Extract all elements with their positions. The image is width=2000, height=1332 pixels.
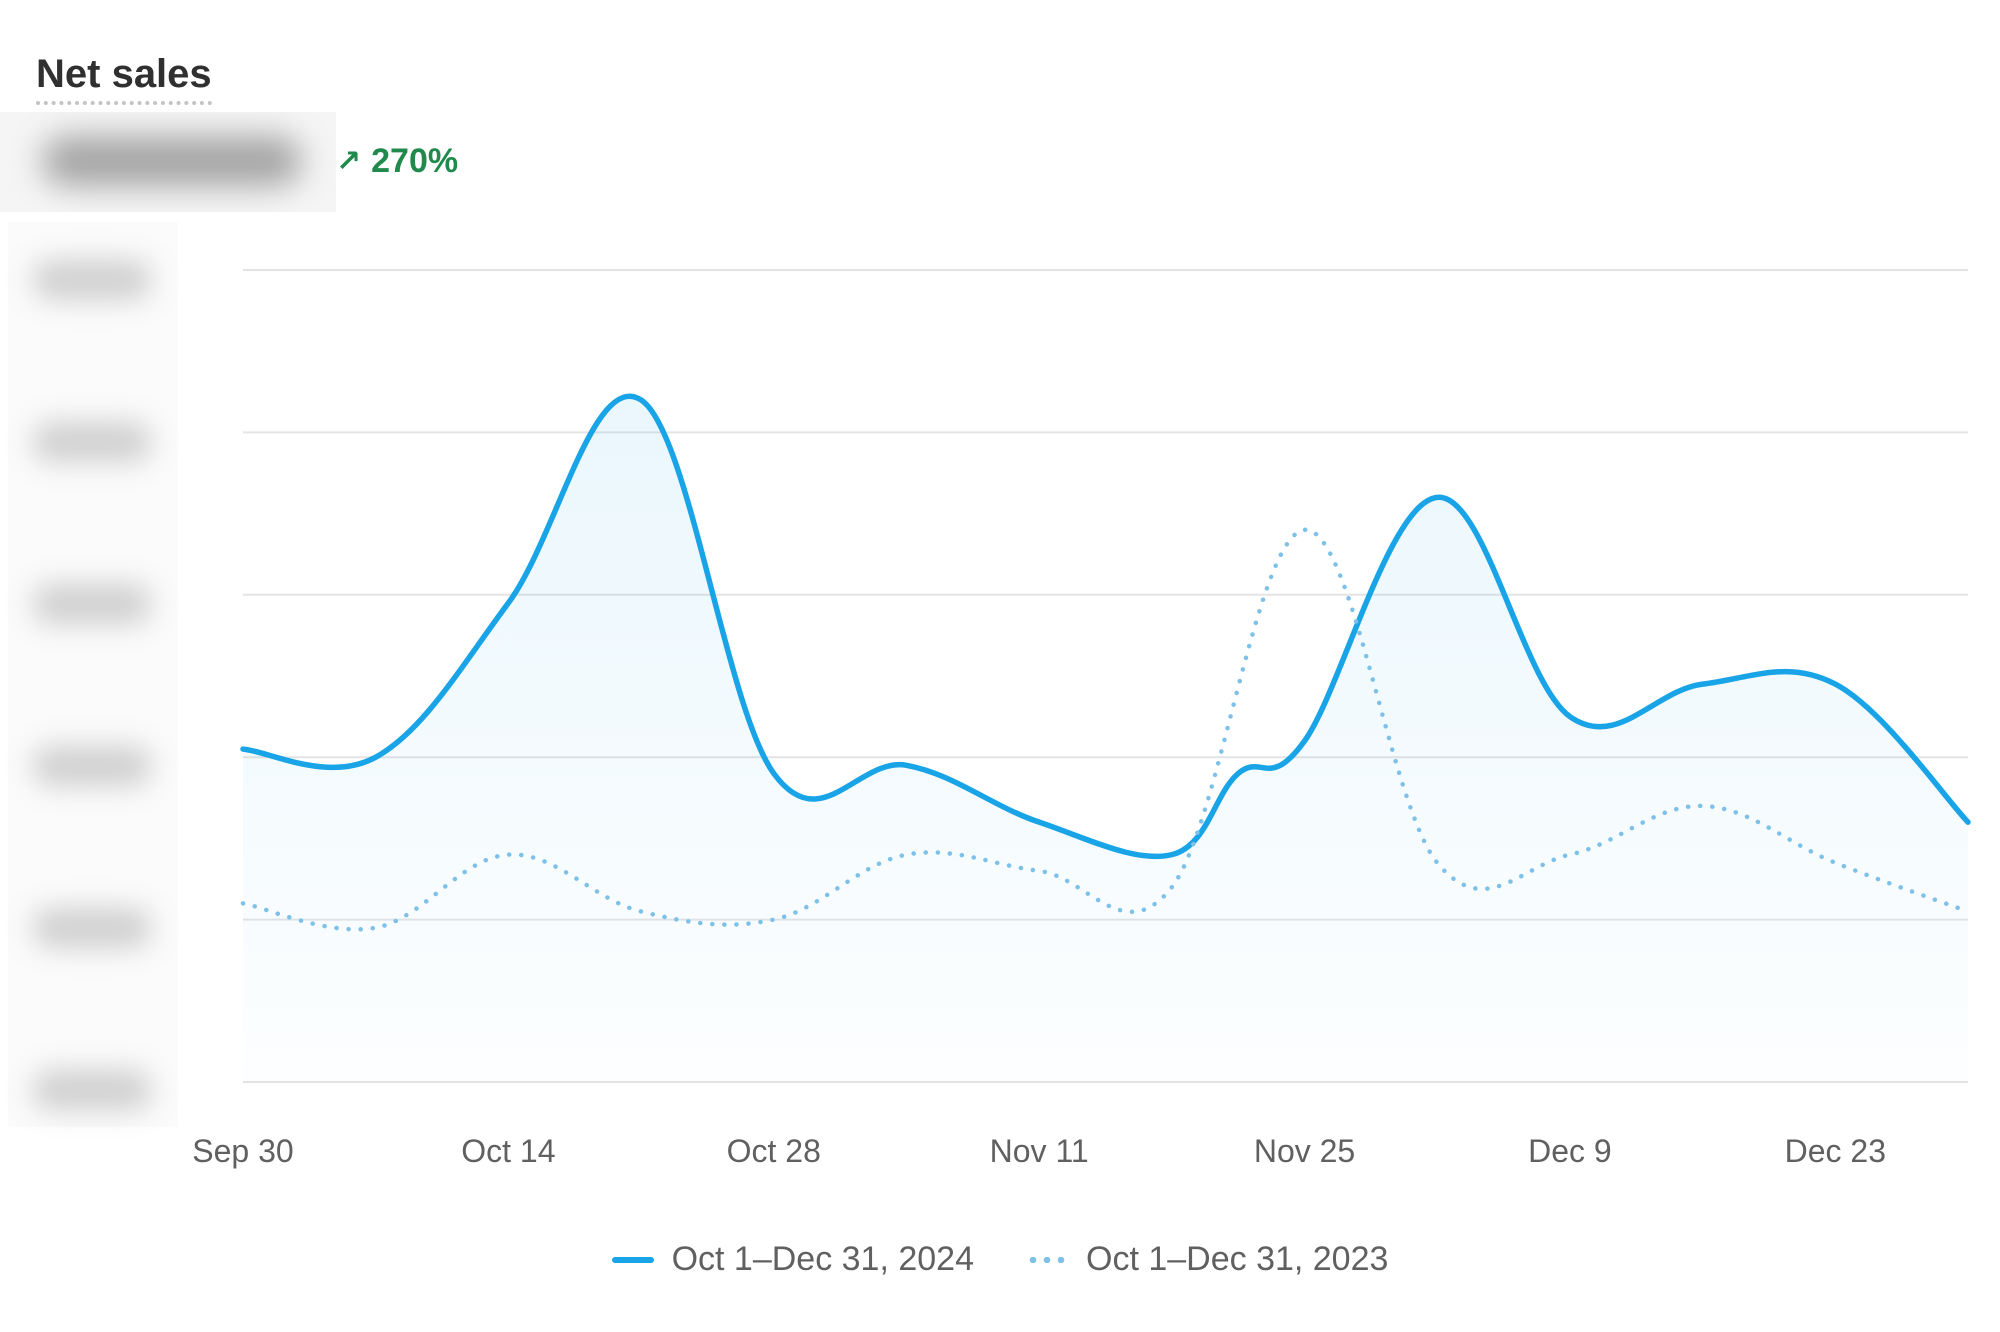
series-line-previous[interactable] xyxy=(240,527,1971,932)
x-tick-label: Sep 30 xyxy=(192,1133,293,1169)
legend-item-previous[interactable]: Oct 1–Dec 31, 2023 xyxy=(1026,1240,1388,1279)
legend: Oct 1–Dec 31, 2024 Oct 1–Dec 31, 2023 xyxy=(0,1240,2000,1279)
x-axis-ticks: Sep 30 Oct 14 Oct 28 Nov 11 Nov 25 Dec 9 Dec 2… xyxy=(192,1133,1886,1169)
redacted-smudge xyxy=(42,136,302,186)
legend-swatch-dotted xyxy=(1026,1256,1068,1263)
change-indicator: ↗ 270% xyxy=(336,142,458,181)
redacted-y-tick xyxy=(32,908,152,948)
redacted-y-tick xyxy=(32,584,152,624)
x-tick-label: Nov 25 xyxy=(1254,1133,1355,1169)
redacted-y-tick xyxy=(32,746,152,786)
x-tick-label: Nov 11 xyxy=(990,1133,1089,1169)
redacted-y-tick xyxy=(32,1070,152,1110)
series-area-current xyxy=(243,396,1968,1082)
series-line-current[interactable] xyxy=(240,393,1971,860)
legend-item-current[interactable]: Oct 1–Dec 31, 2024 xyxy=(611,1240,974,1279)
x-tick-label: Oct 14 xyxy=(461,1133,555,1169)
x-tick-label: Oct 28 xyxy=(727,1133,821,1169)
redacted-y-tick xyxy=(32,422,152,462)
legend-label-current: Oct 1–Dec 31, 2024 xyxy=(671,1240,974,1278)
redacted-y-tick xyxy=(32,260,152,300)
redacted-total-value xyxy=(0,112,336,212)
redacted-y-axis xyxy=(8,222,178,1127)
chart-title[interactable]: Net sales xyxy=(36,52,212,105)
legend-label-previous: Oct 1–Dec 31, 2023 xyxy=(1086,1240,1389,1278)
change-percent: 270% xyxy=(371,142,459,180)
x-tick-label: Dec 9 xyxy=(1528,1133,1612,1169)
series-lines xyxy=(240,393,1971,932)
x-tick-label: Dec 23 xyxy=(1785,1133,1886,1169)
legend-swatch-solid xyxy=(611,1256,654,1263)
area-fill xyxy=(243,396,1968,1082)
trend-up-icon: ↗ xyxy=(336,145,362,178)
